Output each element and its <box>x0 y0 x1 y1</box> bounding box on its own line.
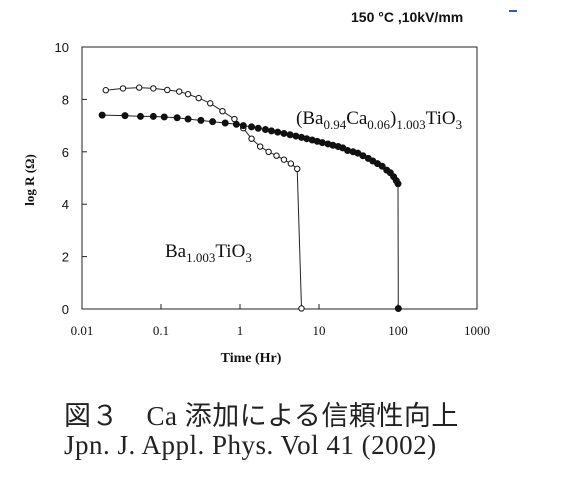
axes <box>81 46 478 310</box>
data-point <box>98 111 106 119</box>
series-ba-tio3 <box>102 84 305 312</box>
x-axis-title: Time (Hr) <box>221 351 282 366</box>
data-point <box>136 112 144 120</box>
data-point <box>248 123 256 131</box>
data-point <box>149 112 157 120</box>
data-point <box>287 160 295 167</box>
y-tick-label: 2 <box>62 250 69 265</box>
data-point <box>195 94 202 102</box>
x-tick-label: 1000 <box>464 323 490 338</box>
series-label-part: TiO <box>215 241 245 262</box>
data-point <box>394 180 402 188</box>
chart: log R (Ω) Time (Hr) 0 2 4 6 8 10 0.01 0.1 1 10 100… <box>22 40 490 366</box>
y-tick-label: 8 <box>62 92 69 107</box>
data-point <box>102 87 109 94</box>
data-point <box>221 119 229 127</box>
series-label-ba-ca-tio3: (Ba0.94Ca0.06)1.003TiO3 <box>296 108 462 132</box>
data-point <box>176 88 183 95</box>
data-point <box>209 118 217 126</box>
data-point <box>136 84 143 91</box>
data-point <box>197 116 205 124</box>
series-label-part: 3 <box>245 250 252 265</box>
data-point <box>273 152 280 159</box>
data-point <box>280 156 288 163</box>
x-tick-label: 100 <box>388 323 408 338</box>
data-point <box>265 148 272 156</box>
data-point <box>256 143 264 150</box>
data-point <box>318 139 326 147</box>
data-point <box>394 304 402 312</box>
series-label-part: Ba <box>165 241 187 262</box>
data-point <box>261 126 269 134</box>
data-point <box>267 127 275 135</box>
y-tick-label: 4 <box>62 197 69 212</box>
series-label-part: 1.003 <box>186 250 215 265</box>
series-label-part: Ca <box>346 108 368 129</box>
data-point <box>248 135 255 142</box>
y-tick-label: 6 <box>62 145 69 160</box>
data-point <box>160 113 168 121</box>
data-point <box>298 305 305 312</box>
data-point <box>274 128 282 136</box>
data-point <box>119 85 127 92</box>
x-tick-label: 1 <box>237 323 244 338</box>
series-label-part: 3 <box>456 117 463 132</box>
x-tick-label: 0.1 <box>153 323 169 338</box>
data-point <box>292 132 300 140</box>
data-point <box>184 115 192 123</box>
data-point <box>121 112 129 120</box>
figure-caption: 図３ Ca 添加による信頼性向上 <box>64 401 459 431</box>
series-ba-ca-tio3 <box>98 111 402 312</box>
series-line <box>102 114 399 309</box>
ticks: 0 2 4 6 8 10 0.01 0.1 1 10 100 1000 <box>55 40 490 338</box>
series-label-part: 1.003 <box>396 117 425 132</box>
series-label-part: 0.06 <box>367 117 390 132</box>
data-point <box>184 90 192 98</box>
citation-caption: Jpn. J. Appl. Phys. Vol 41 (2002) <box>64 430 437 460</box>
x-tick-label: 0.01 <box>71 323 94 338</box>
series-label-part: TiO <box>426 108 456 129</box>
data-point <box>150 85 157 92</box>
data-point <box>164 86 171 94</box>
plot-frame <box>81 46 478 310</box>
series-label-part: ) <box>390 108 396 129</box>
data-point <box>286 131 294 139</box>
corner-dash-mark <box>509 10 517 12</box>
data-point <box>254 124 262 132</box>
y-tick-label: 10 <box>55 40 69 55</box>
data-point <box>207 100 214 107</box>
data-point <box>232 120 240 128</box>
series-layer <box>98 84 402 312</box>
x-tick-label: 10 <box>313 323 326 338</box>
data-point <box>239 122 247 130</box>
series-labels: Ba1.003TiO3(Ba0.94Ca0.06)1.003TiO3 <box>165 108 462 265</box>
series-label-part: (Ba <box>296 108 324 129</box>
series-label-ba-tio3: Ba1.003TiO3 <box>165 241 252 265</box>
data-point <box>173 114 181 122</box>
y-tick-label: 0 <box>62 302 69 317</box>
y-axis-title: log R (Ω) <box>22 154 37 206</box>
data-point <box>294 165 301 173</box>
data-point <box>378 162 386 170</box>
test-condition-label: 150 °C ,10kV/mm <box>351 9 464 25</box>
data-point <box>280 129 288 137</box>
data-point <box>219 107 226 115</box>
series-label-part: 0.94 <box>323 117 346 132</box>
